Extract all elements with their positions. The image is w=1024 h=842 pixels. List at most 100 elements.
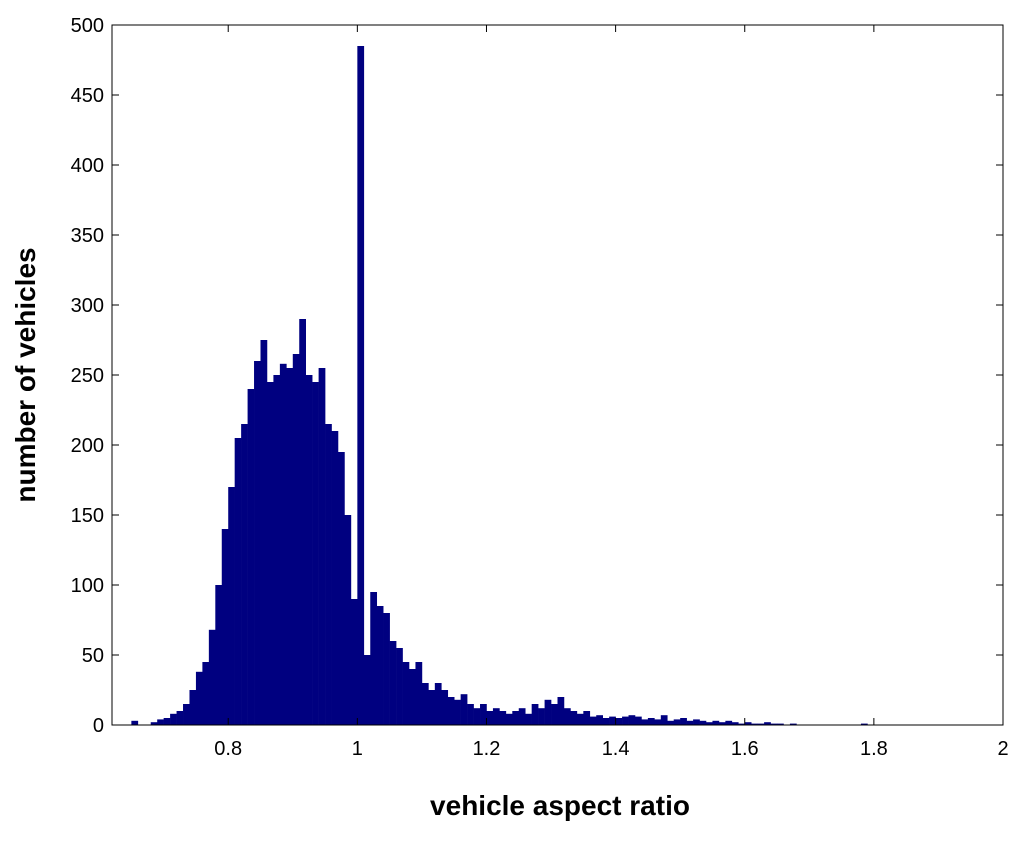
bar [195,671,203,725]
y-tick-label: 250 [71,365,104,387]
bar [751,723,758,725]
bar [254,361,261,725]
x-tick-label: 1.6 [731,738,759,760]
bar [492,708,500,725]
bar [725,720,733,725]
bar [531,704,539,725]
bar [673,719,681,725]
bar [860,723,868,725]
x-tick-label: 1.4 [602,738,630,760]
bar [383,613,390,725]
bar [538,708,545,725]
bar [686,720,694,725]
bar [389,641,397,725]
bar [557,697,565,725]
bar [583,711,591,725]
y-tick-label: 150 [71,505,104,527]
bar [266,382,274,725]
bar [428,690,436,725]
bar [241,424,248,725]
bar [693,719,700,725]
bar [512,711,520,725]
bar [505,713,513,725]
bar [292,354,300,725]
bar [770,723,778,725]
y-tick-label: 450 [71,85,104,107]
bar [189,690,197,725]
bar [350,599,358,725]
bar [576,713,584,725]
y-tick-label: 300 [71,295,104,317]
x-axis-label: vehicle aspect ratio [430,790,690,821]
bar [337,452,345,725]
bar [486,711,494,725]
bar [460,694,468,725]
bar [596,715,603,725]
bar [415,662,423,725]
bar [357,46,365,725]
y-tick-label: 100 [71,575,104,597]
bar [680,718,687,725]
bar [706,722,713,725]
x-tick-label: 2 [997,738,1008,760]
bar [647,718,655,725]
y-tick-label: 350 [71,225,104,247]
bar [654,719,662,725]
bar [305,375,313,725]
bar [731,722,739,725]
bar [202,662,210,725]
bar [544,699,552,725]
bar [402,662,410,725]
bar [331,431,339,725]
y-tick-label: 0 [93,715,104,737]
bar [228,487,235,725]
bar [260,340,268,725]
bar [634,716,642,725]
bar [325,424,332,725]
bar [157,719,164,725]
y-tick-label: 400 [71,155,104,177]
bar [363,655,371,725]
bar [518,708,526,725]
bar [570,711,578,725]
bar [441,690,449,725]
bar [602,718,610,725]
bar [234,438,242,725]
bar [525,713,532,725]
bar [396,648,403,725]
bar [615,718,623,725]
bar [150,722,158,725]
bar [777,723,784,725]
bar [757,723,765,725]
bar [183,704,190,725]
bar [712,720,720,725]
bar [641,719,649,725]
bar [286,368,294,725]
bar [628,715,636,725]
bar [480,704,487,725]
x-tick-label: 1.8 [860,738,888,760]
bar [622,716,629,725]
bar [279,363,287,725]
bar [563,708,571,725]
bar [609,716,616,725]
bar [370,592,378,725]
y-tick-label: 500 [71,15,104,37]
bar [409,669,416,725]
bar [170,713,177,725]
bar [447,697,455,725]
x-tick-label: 1 [352,738,363,760]
bar [473,708,481,725]
bar [434,683,442,725]
bar [764,722,771,725]
bar [221,529,229,725]
bar [789,723,797,725]
bar [667,720,675,725]
bar [208,629,216,725]
bar [318,368,326,725]
bar [176,711,184,725]
bar [589,716,597,725]
bar [299,319,306,725]
x-tick-label: 0.8 [214,738,242,760]
bar [454,699,461,725]
